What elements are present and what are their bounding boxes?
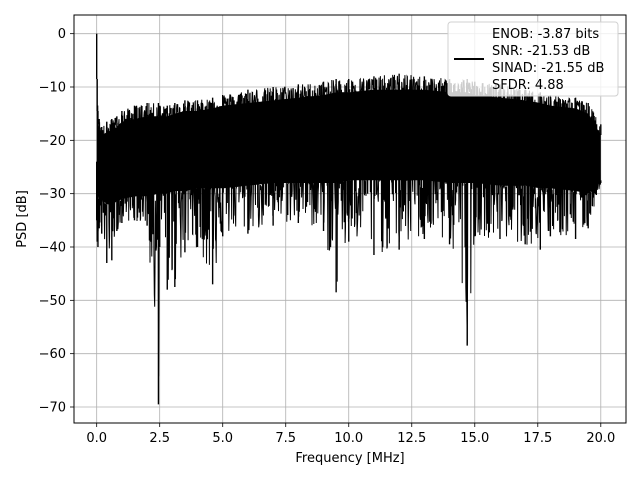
y-tick-label: −50	[39, 294, 66, 309]
legend: ENOB: -3.87 bits SNR: -21.53 dB SINAD: -…	[447, 21, 619, 97]
y-axis-label: PSD [dB]	[15, 190, 30, 248]
x-tick-label: 10.0	[334, 431, 363, 446]
plot-area	[95, 33, 602, 405]
x-tick-label: 0.0	[86, 431, 107, 446]
y-axis-ticks: 0 −10 −20 −30 −40 −50 −60 −70	[39, 27, 74, 416]
legend-box	[447, 21, 619, 97]
legend-line-sfdr: SFDR: 4.88	[492, 78, 564, 93]
legend-line-enob: ENOB: -3.87 bits	[492, 27, 599, 42]
y-tick-label: −10	[39, 81, 66, 96]
x-tick-label: 2.5	[149, 431, 170, 446]
x-tick-label: 7.5	[275, 431, 296, 446]
y-tick-label: −30	[39, 187, 66, 202]
x-tick-label: 15.0	[460, 431, 489, 446]
axes-frame	[73, 14, 627, 424]
series-layer	[95, 33, 602, 405]
y-tick-label: −20	[39, 134, 66, 149]
x-tick-label: 17.5	[523, 431, 552, 446]
x-tick-label: 20.0	[586, 431, 615, 446]
y-tick-label: 0	[58, 27, 66, 42]
x-axis-label: Frequency [MHz]	[295, 451, 404, 466]
x-axis-ticks: 0.0 2.5 5.0 7.5 10.0 12.5 15.0 17.5 20.0	[86, 423, 615, 446]
x-tick-label: 12.5	[397, 431, 426, 446]
y-tick-label: −70	[39, 401, 66, 416]
y-tick-label: −60	[39, 347, 66, 362]
x-tick-label: 5.0	[212, 431, 233, 446]
legend-line-snr: SNR: -21.53 dB	[492, 44, 590, 59]
y-tick-label: −40	[39, 241, 66, 256]
legend-line-sinad: SINAD: -21.55 dB	[492, 61, 604, 76]
